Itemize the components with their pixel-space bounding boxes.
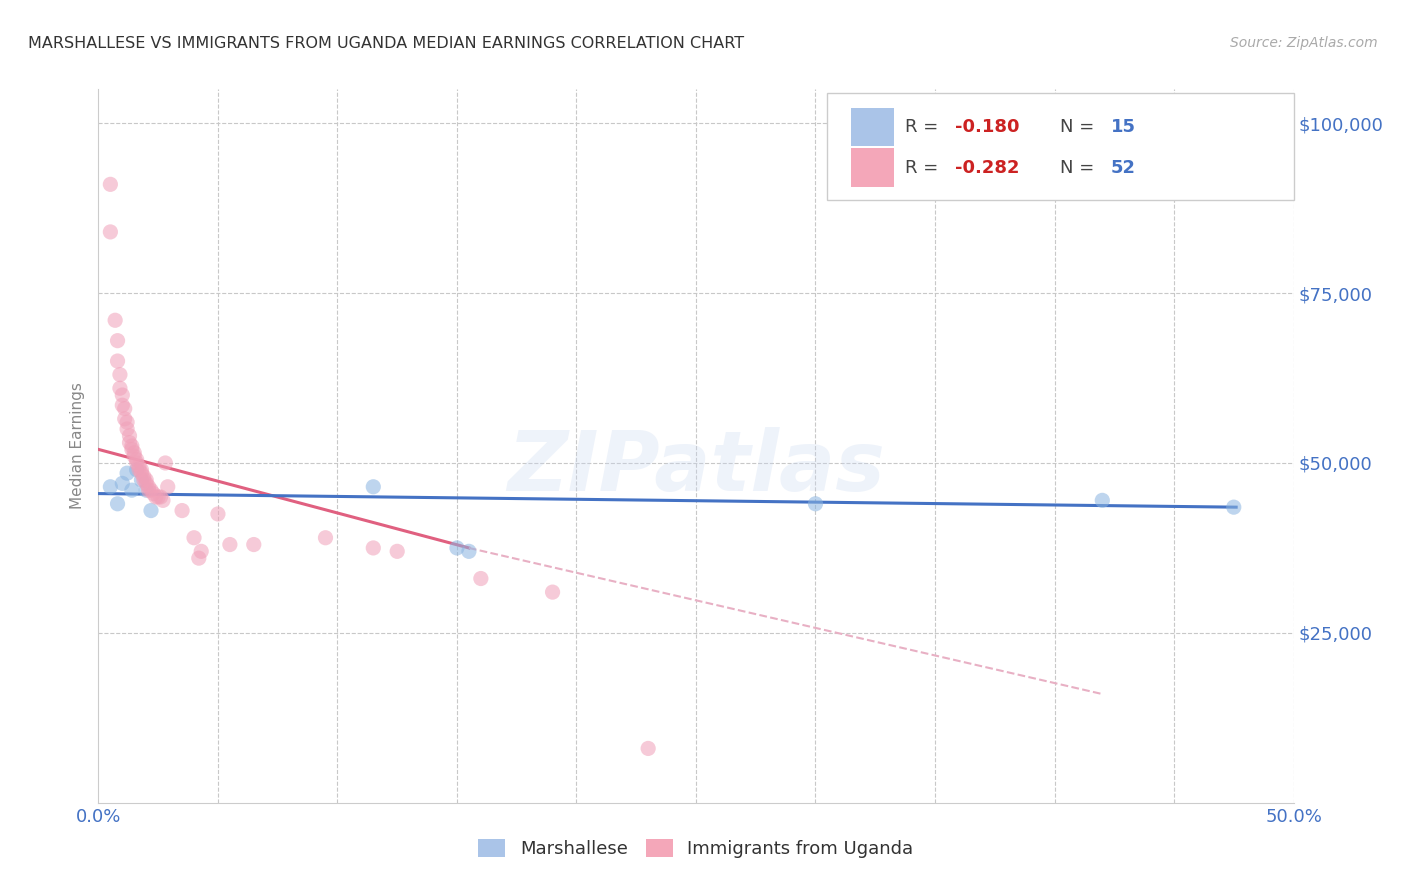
Point: [458, 544, 481, 558]
Y-axis label: Median Earnings: Median Earnings: [69, 383, 84, 509]
Point: [156, 480, 179, 494]
Point: [135, 476, 157, 491]
Point: [125, 463, 148, 477]
Point: [135, 483, 157, 498]
Point: [637, 741, 659, 756]
Point: [145, 490, 167, 504]
Point: [138, 483, 160, 498]
Point: [187, 551, 209, 566]
Point: [111, 388, 134, 402]
Point: [148, 490, 170, 504]
Point: [183, 531, 205, 545]
Text: R =: R =: [905, 159, 943, 177]
Point: [804, 497, 827, 511]
Point: [139, 483, 162, 498]
Point: [115, 422, 138, 436]
Text: Source: ZipAtlas.com: Source: ZipAtlas.com: [1230, 36, 1378, 50]
Point: [114, 401, 136, 416]
Point: [121, 439, 143, 453]
Point: [108, 381, 131, 395]
Text: 15: 15: [1111, 118, 1136, 136]
Point: [149, 490, 172, 504]
Point: [121, 442, 143, 457]
Point: [111, 398, 134, 412]
Point: [124, 449, 146, 463]
Point: [138, 480, 160, 494]
Point: [104, 313, 127, 327]
Point: [363, 541, 385, 555]
Point: [107, 497, 129, 511]
Point: [363, 480, 385, 494]
Point: [1091, 493, 1114, 508]
Point: [115, 466, 138, 480]
Point: [131, 473, 153, 487]
Text: N =: N =: [1060, 118, 1101, 136]
Point: [128, 459, 150, 474]
Point: [108, 368, 131, 382]
Point: [107, 354, 129, 368]
Text: -0.282: -0.282: [955, 159, 1019, 177]
Point: [1223, 500, 1246, 515]
Point: [142, 486, 165, 500]
Point: [111, 476, 134, 491]
Point: [128, 463, 150, 477]
Text: N =: N =: [1060, 159, 1101, 177]
Point: [446, 541, 468, 555]
Point: [98, 225, 122, 239]
Point: [190, 544, 212, 558]
Point: [470, 572, 492, 586]
Point: [125, 452, 148, 467]
Point: [155, 456, 177, 470]
Point: [139, 503, 162, 517]
FancyBboxPatch shape: [852, 108, 894, 146]
Text: R =: R =: [905, 118, 943, 136]
Point: [207, 507, 229, 521]
Point: [107, 334, 129, 348]
Point: [114, 412, 136, 426]
Point: [98, 480, 122, 494]
Point: [98, 178, 122, 192]
Point: [243, 537, 266, 551]
Text: -0.180: -0.180: [955, 118, 1019, 136]
Point: [172, 503, 194, 517]
Text: 52: 52: [1111, 159, 1136, 177]
Point: [118, 429, 141, 443]
Point: [135, 473, 157, 487]
Point: [219, 537, 242, 551]
Point: [132, 469, 155, 483]
Point: [121, 483, 143, 498]
Point: [131, 463, 153, 477]
Text: MARSHALLESE VS IMMIGRANTS FROM UGANDA MEDIAN EARNINGS CORRELATION CHART: MARSHALLESE VS IMMIGRANTS FROM UGANDA ME…: [28, 36, 744, 51]
FancyBboxPatch shape: [827, 93, 1294, 200]
Point: [315, 531, 337, 545]
FancyBboxPatch shape: [852, 148, 894, 187]
Point: [385, 544, 409, 558]
Point: [124, 446, 146, 460]
Point: [541, 585, 564, 599]
Point: [118, 435, 141, 450]
Point: [131, 466, 153, 480]
Legend: Marshallese, Immigrants from Uganda: Marshallese, Immigrants from Uganda: [471, 831, 921, 865]
Point: [132, 473, 155, 487]
Point: [115, 415, 138, 429]
Point: [152, 493, 174, 508]
Text: ZIPatlas: ZIPatlas: [508, 427, 884, 508]
Point: [125, 456, 148, 470]
